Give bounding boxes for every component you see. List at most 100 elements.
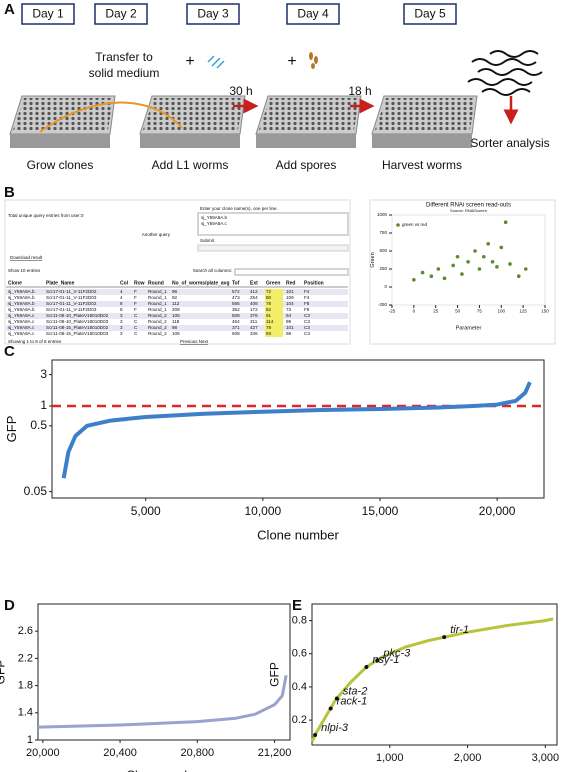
y-tick-label: 0.4: [292, 681, 307, 693]
plot-frame: [51, 359, 545, 499]
table-cell: 96: [172, 289, 178, 294]
table-cell: 99: [286, 319, 292, 324]
panel-label: C: [4, 343, 15, 360]
search: Search all columns:: [193, 268, 232, 273]
gene-label: nlpi-3: [321, 722, 349, 734]
day-box: [21, 3, 75, 25]
table-cell: 91: [266, 313, 272, 318]
y-tick-label: 3: [40, 367, 47, 381]
table-cell: C3: [304, 319, 310, 324]
x-tick-label: 20,800: [180, 747, 214, 759]
table-row: [6, 313, 348, 319]
y-tick-label: 1000: [377, 212, 388, 217]
table-cell: 508: [232, 313, 240, 318]
panel-label: D: [4, 597, 15, 614]
table-cell: 4: [120, 289, 123, 294]
step-label: Grow clones: [27, 158, 94, 172]
point: [495, 265, 499, 269]
x-axis-label: Parameter: [456, 325, 482, 331]
table-cell: Scr17-01-11_V-11F2D03: [46, 295, 97, 300]
table-cell: 73: [286, 307, 292, 312]
plot-frame: [311, 603, 558, 746]
day-label: Day 2: [105, 7, 137, 21]
y-tick-label: 0.8: [292, 614, 307, 626]
day-label: Day 1: [32, 7, 64, 21]
day-label: Day 4: [297, 7, 329, 21]
highlight: [265, 313, 283, 319]
table-cell: 3: [120, 325, 123, 330]
table-row: [6, 319, 348, 325]
table-cell: Round_2: [148, 313, 167, 318]
legend-marker: [396, 223, 400, 227]
table-cell: C: [134, 319, 138, 324]
y-tick-label: 750: [379, 230, 387, 235]
table-cell: F: [134, 301, 137, 306]
y-tick-label: 1.8: [18, 680, 33, 692]
table-cell: 408: [250, 301, 258, 306]
day-box: [94, 3, 148, 25]
x-tick-label: 150: [541, 309, 549, 314]
x-tick-label: 20,000: [479, 504, 516, 518]
table-cell: 118: [172, 319, 180, 324]
point: [523, 267, 528, 271]
table-cell: 101: [286, 289, 294, 294]
table-header: Plate_Name: [46, 280, 75, 286]
table-cell: 254: [250, 295, 258, 300]
x-tick-label: 2,000: [454, 752, 482, 764]
table-cell: 371: [232, 325, 240, 330]
gene-label: tir-1: [450, 624, 469, 636]
table-cell: 3: [120, 313, 123, 318]
highlight: [265, 307, 283, 313]
table-header: Row: [134, 280, 145, 286]
panel-label: A: [4, 1, 15, 18]
y-tick-label: 0.5: [30, 418, 47, 432]
table-cell: Round_2: [148, 325, 167, 330]
table-cell: F: [134, 307, 137, 312]
table-cell: C: [134, 313, 138, 318]
table-cell: 565: [232, 301, 240, 306]
x-tick-label: 100: [498, 309, 506, 314]
table-header: Round: [148, 280, 164, 286]
table-header: Ext: [250, 280, 258, 286]
table-cell: F4: [304, 289, 310, 294]
y-tick-label: -250: [378, 302, 388, 307]
table-cell: Round_1: [148, 295, 167, 300]
y-tick-label: 0.05: [24, 484, 48, 498]
y-tick-label: 0.6: [292, 648, 307, 660]
table-cell: sj_Y59A8A.b: [8, 307, 35, 312]
table-cell: 508: [232, 331, 240, 336]
table-cell: F8: [304, 307, 310, 312]
table-cell: 98: [172, 325, 178, 330]
plates: [9, 50, 543, 148]
table-cell: 112: [172, 301, 180, 306]
table-cell: 104: [286, 301, 294, 306]
table-cell: Scr11-08-15_PlateV18010D03: [46, 331, 109, 336]
gene-point: [375, 658, 380, 663]
gene-point: [328, 706, 333, 711]
table-cell: sj_Y59A8A.c: [8, 325, 35, 330]
table-cell: Round_1: [148, 289, 167, 294]
table-cell: 101: [286, 325, 294, 330]
curve: [37, 675, 288, 729]
point: [412, 278, 416, 282]
highlight: [265, 319, 283, 325]
highlight: [265, 289, 283, 295]
point: [490, 260, 495, 264]
table-header: Tof: [232, 280, 240, 286]
table-cell: C3: [304, 325, 310, 330]
y-tick-label: 0.2: [292, 714, 307, 726]
table-cell: Round_2: [148, 331, 167, 336]
point: [466, 260, 470, 264]
show: Show 10 entries: [8, 268, 41, 273]
table-cell: 4: [120, 295, 123, 300]
sorter-label: Sorter analysis: [470, 136, 549, 150]
plot-frame: [37, 603, 291, 741]
gene-label: nsy-1: [372, 654, 399, 666]
interval: 30 h: [229, 84, 252, 98]
point: [420, 270, 425, 275]
x-tick-label: 15,000: [362, 504, 399, 518]
button: Submit: [200, 238, 215, 243]
table-cell: 572: [232, 289, 240, 294]
step-label: Harvest worms: [382, 158, 462, 172]
